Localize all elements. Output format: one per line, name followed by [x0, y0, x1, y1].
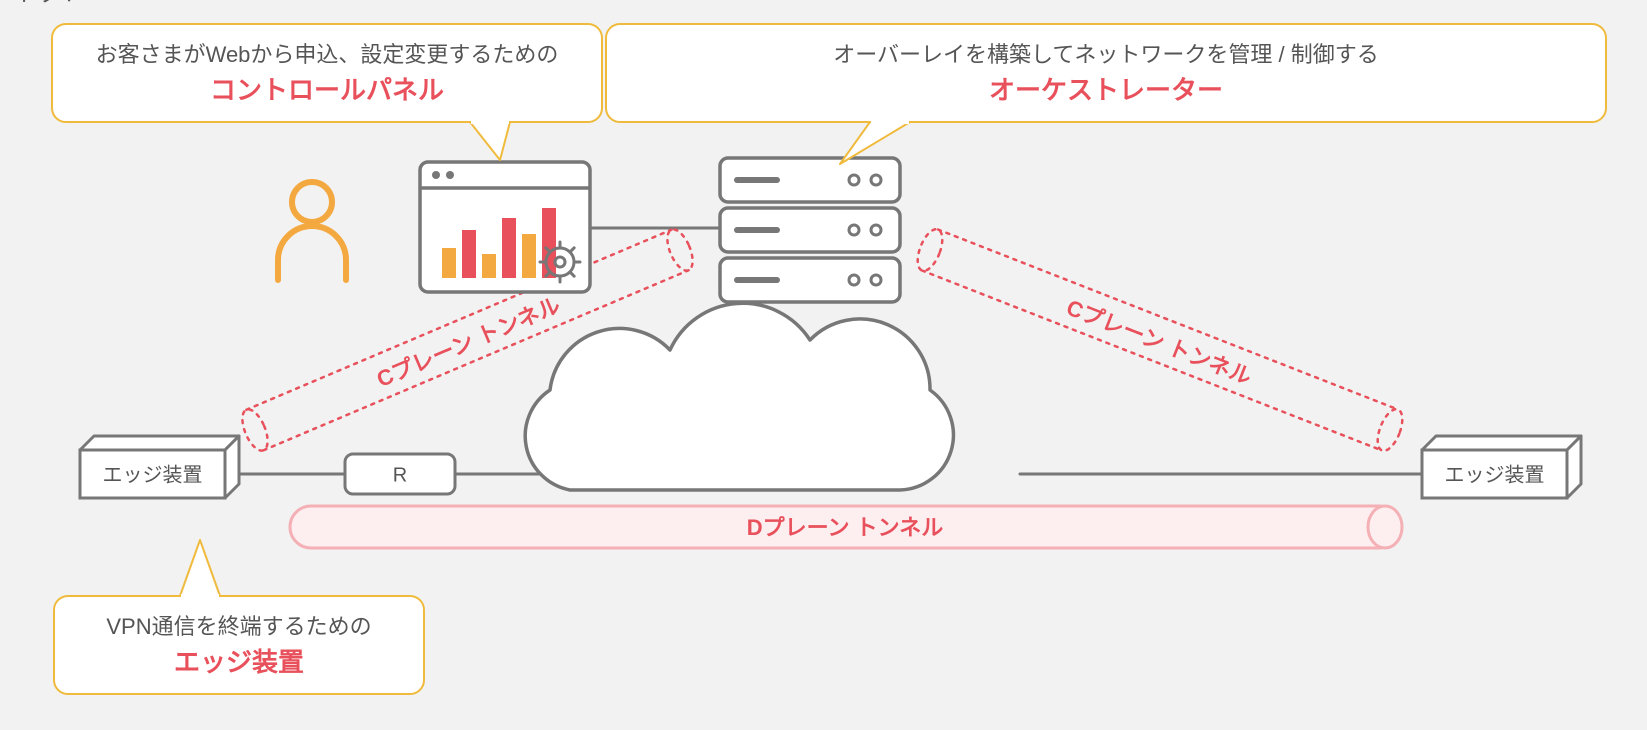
dplane-label: Dプレーン トンネル	[747, 515, 943, 540]
server-stack-icon	[720, 158, 900, 302]
edge-device-left-label: エッジ装置	[103, 463, 203, 486]
internet-label: インターネット	[0, 0, 84, 6]
callout-control-panel-line1: お客さまがWebから申込、設定変更するための	[96, 42, 559, 67]
edge-device-right-label: エッジ装置	[1445, 463, 1545, 486]
callout-orchestrator-line1: オーバーレイを構築してネットワークを管理 / 制御する	[833, 42, 1378, 67]
callout-edge-line1: VPN通信を終端するための	[106, 614, 371, 639]
callout-control-panel-line2: コントロールパネル	[210, 75, 444, 105]
callout-orchestrator-line2: オーケストレーター	[989, 75, 1223, 105]
callout-edge-line2: エッジ装置	[174, 647, 304, 677]
control-panel-icon	[420, 162, 590, 292]
router-label: R	[393, 464, 407, 486]
